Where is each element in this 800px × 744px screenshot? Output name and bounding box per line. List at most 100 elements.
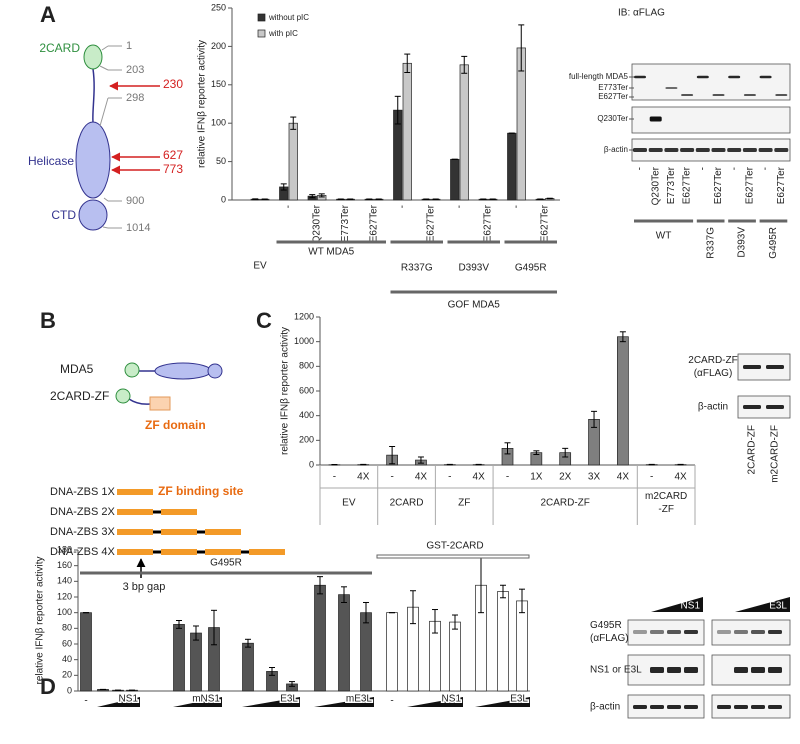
band [766, 365, 784, 369]
bar [497, 591, 509, 692]
lane-label: m2CARD-ZF [770, 425, 781, 483]
connector [103, 197, 109, 202]
zbs-site [205, 549, 241, 555]
x-tick-label: 4X [357, 472, 370, 483]
x-tick-label: 3X [588, 472, 601, 483]
connector [99, 65, 109, 71]
blot-frame [737, 395, 791, 419]
band [633, 705, 647, 709]
lane-label: E627Ter [745, 166, 756, 204]
group-label: G495R [768, 227, 779, 259]
x-tick-label: - [390, 696, 393, 707]
dose-label: E3L [280, 694, 298, 705]
bar [516, 600, 528, 692]
group-label: WT [656, 231, 672, 242]
bar [314, 584, 326, 692]
y-tick-label: 40 [62, 654, 72, 664]
band-label: 2CARD-ZF [688, 355, 737, 366]
y-tick-label: 0 [221, 194, 226, 204]
bar [288, 122, 298, 201]
position-label: 900 [126, 195, 144, 207]
band [684, 705, 698, 709]
linker [92, 68, 95, 123]
y-tick-label: 800 [299, 361, 314, 371]
band [734, 667, 748, 673]
position-ticks [99, 45, 122, 229]
y-tick-label: 20 [62, 670, 72, 680]
card-domain [124, 362, 140, 378]
y-tick-label: 200 [211, 41, 226, 51]
group-label: -ZF [658, 504, 674, 515]
bar [80, 612, 92, 692]
gap [197, 530, 205, 534]
x-tick-label: 4X [473, 472, 486, 483]
band [649, 116, 662, 122]
dose-label: mE3L [346, 694, 373, 705]
y-tick-label: 1000 [294, 336, 314, 346]
domain-label: 2CARD [39, 41, 80, 55]
y-tick-label: 600 [299, 385, 314, 395]
x-tick-label: - [390, 472, 393, 483]
y-tick-label: 60 [62, 638, 72, 648]
connector [101, 45, 109, 51]
y-tick-label: 1200 [294, 311, 314, 321]
band [650, 667, 664, 673]
band-label: β-actin [698, 402, 728, 413]
dose-wedge [173, 697, 222, 707]
band [681, 94, 694, 96]
group-label: G495R [515, 263, 547, 274]
legend-swatch [257, 29, 266, 38]
band [728, 75, 741, 79]
lane-label: E627Ter [682, 166, 693, 204]
domain-label: ZF domain [145, 418, 206, 432]
helicase-domain [154, 362, 212, 380]
x-tick-label: - [283, 205, 294, 208]
band [684, 630, 698, 634]
y-tick-label: 80 [62, 623, 72, 633]
blot-frame [631, 63, 791, 101]
zbs-site [161, 509, 197, 515]
bar [173, 624, 185, 692]
dose-wedge [407, 697, 463, 707]
band [680, 148, 695, 152]
ctd-domain [78, 199, 108, 231]
construct-diagram: MDA5 2CARD-ZF ZF domain ZF binding site … [50, 362, 244, 593]
card-domain [115, 388, 131, 404]
treatment-label: E3L [769, 601, 787, 612]
band [717, 630, 731, 634]
y-tick-label: 0 [67, 685, 72, 695]
dose-wedge [242, 697, 300, 707]
group-label: GST-2CARD [426, 541, 483, 552]
band [743, 365, 761, 369]
band-label: E627Ter [598, 92, 628, 101]
domain-label: Helicase [28, 154, 74, 168]
bar [402, 62, 412, 201]
band [768, 630, 782, 634]
band-label: Q230Ter [597, 114, 628, 123]
band [758, 148, 773, 152]
y-tick-label: 150 [211, 79, 226, 89]
lane-label: E773Ter [666, 166, 677, 204]
band [696, 75, 709, 79]
band-label: (αFLAG) [590, 633, 629, 644]
x-tick-label: E627Ter [483, 204, 494, 242]
gap-label: 3 bp gap [123, 581, 166, 593]
band [664, 148, 679, 152]
linker [128, 398, 151, 405]
bar [190, 632, 202, 692]
position-label: 1 [126, 40, 132, 52]
group-label: 2CARD-ZF [540, 498, 589, 509]
y-tick-label: 50 [216, 156, 226, 166]
band [751, 705, 765, 709]
gap [197, 550, 205, 554]
site-label: ZF binding site [158, 484, 244, 498]
blot-frame [627, 694, 705, 719]
x-tick-label: E627Ter [369, 204, 380, 242]
dna-label: DNA-ZBS 4X [50, 546, 115, 558]
group-label: D393V [458, 263, 489, 274]
y-tick-label: 100 [211, 118, 226, 128]
x-tick-label: EV [253, 261, 267, 272]
band [650, 630, 664, 634]
band [712, 94, 725, 96]
zf-domain [149, 396, 171, 411]
